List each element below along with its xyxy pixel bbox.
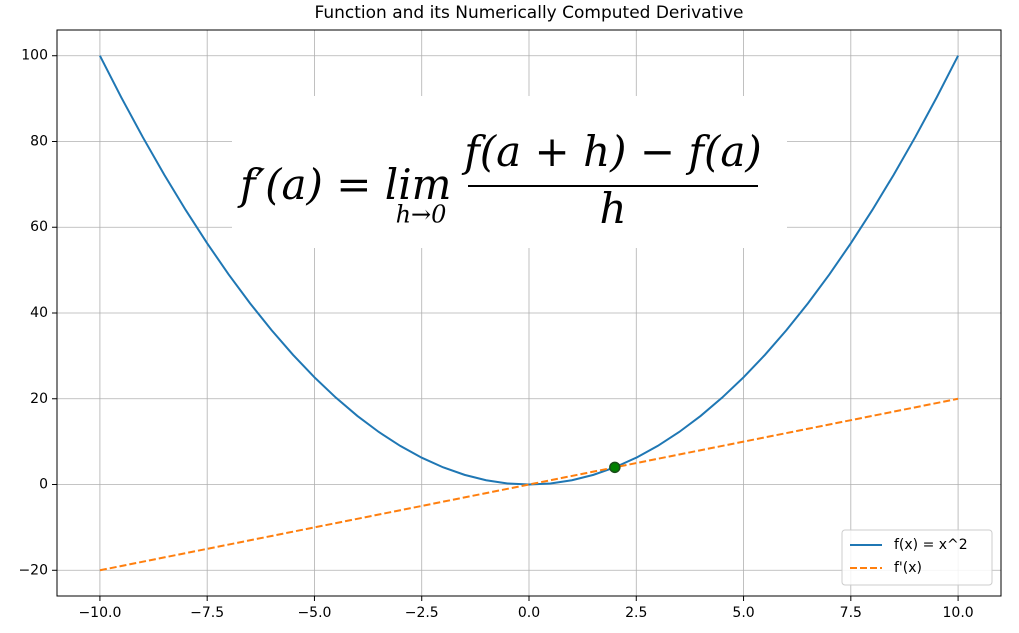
legend-label: f(x) = x^2 xyxy=(894,537,968,553)
x-tick-label: −10.0 xyxy=(78,605,121,621)
x-tick-label: −5.0 xyxy=(297,605,331,621)
line-series xyxy=(99,397,959,572)
y-tick-label: 80 xyxy=(30,133,48,149)
legend-box xyxy=(841,529,993,586)
y-tick-label: −20 xyxy=(18,562,48,578)
x-tick-label: 7.5 xyxy=(840,605,862,621)
x-tick-label: −7.5 xyxy=(190,605,224,621)
formula-lhs: f′(a) = lim xyxy=(237,160,451,209)
x-tick-label: −2.5 xyxy=(405,605,439,621)
formula-numerator: f(a + h) − f(a) xyxy=(461,127,762,176)
x-tick-label: 5.0 xyxy=(732,605,754,621)
x-tick-label: 10.0 xyxy=(943,605,974,621)
x-tick-label: 2.5 xyxy=(625,605,647,621)
legend: f(x) = x^2 f'(x) xyxy=(841,529,993,586)
y-tick-label: 20 xyxy=(30,391,48,407)
x-tick-label: 0.0 xyxy=(518,605,540,621)
formula-box xyxy=(232,96,787,248)
y-tick-label: 100 xyxy=(21,48,48,64)
y-tick-label: 60 xyxy=(30,219,48,235)
plot-frame xyxy=(56,29,1002,597)
formula-denominator: h xyxy=(599,184,626,233)
legend-label: f'(x) xyxy=(894,560,922,576)
point xyxy=(609,461,621,474)
formula-sub: h→0 xyxy=(396,201,447,229)
chart-title: Function and its Numerically Computed De… xyxy=(314,3,743,23)
line-series xyxy=(99,55,959,486)
y-tick-label: 40 xyxy=(30,305,48,321)
y-tick-label: 0 xyxy=(39,477,48,493)
